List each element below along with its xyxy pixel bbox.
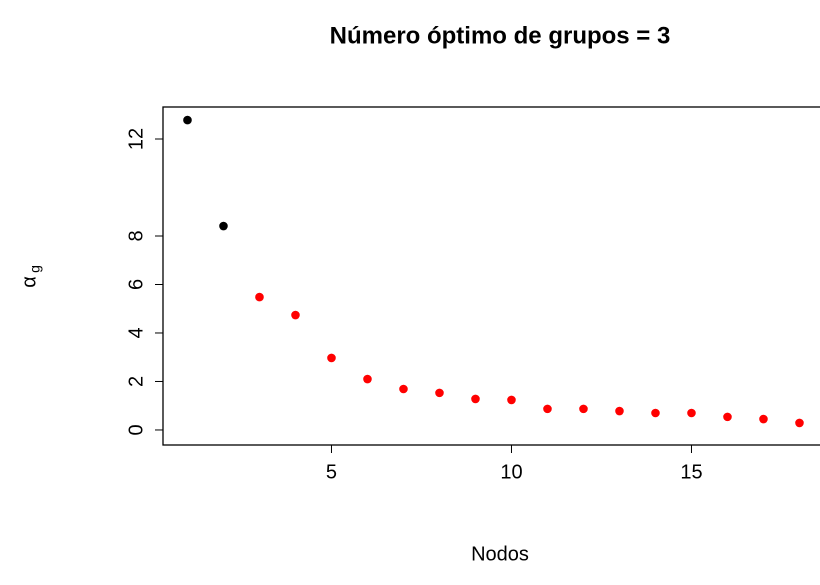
point xyxy=(363,374,372,384)
point xyxy=(795,418,804,428)
point xyxy=(471,394,480,404)
x-tick-label: 15 xyxy=(680,461,702,483)
point xyxy=(399,384,408,394)
y-tick-label: 8 xyxy=(125,230,147,241)
x-axis-label: Nodos xyxy=(471,543,529,565)
x-tick-label: 10 xyxy=(500,461,522,483)
point xyxy=(291,310,300,320)
point xyxy=(219,221,228,231)
y-axis-label: α xyxy=(18,276,40,288)
y-tick-label: 6 xyxy=(125,279,147,290)
chart-title: Número óptimo de grupos = 3 xyxy=(330,22,671,49)
point xyxy=(507,395,516,405)
point xyxy=(687,408,696,418)
point xyxy=(183,115,192,125)
point xyxy=(723,412,732,422)
point xyxy=(759,414,768,424)
y-tick-label: 0 xyxy=(125,424,147,435)
x-tick-label: 5 xyxy=(326,461,337,483)
point xyxy=(615,406,624,416)
y-axis-label-subscript: g xyxy=(27,265,43,273)
y-axis-label-group: α g xyxy=(18,265,42,288)
point xyxy=(651,408,660,418)
plot-frame xyxy=(162,106,820,446)
y-tick-label: 4 xyxy=(125,327,147,338)
y-tick-label: 12 xyxy=(125,128,147,150)
point xyxy=(255,292,264,302)
point xyxy=(327,353,336,363)
point xyxy=(543,404,552,414)
y-tick-label: 2 xyxy=(125,376,147,387)
point xyxy=(435,388,444,398)
point xyxy=(579,404,588,414)
